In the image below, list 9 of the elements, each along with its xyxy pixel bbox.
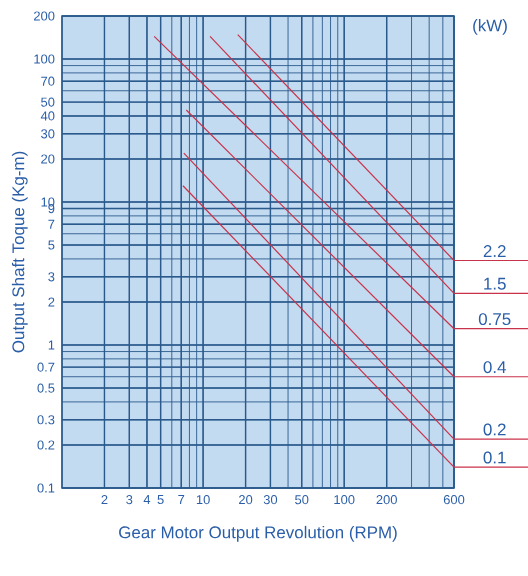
legend-label: 0.1 [483,451,506,464]
series-label: 2.2 [483,245,506,257]
series-label: 0.4 [483,361,506,374]
legend-label: 0.75 [478,313,511,326]
legend-label: 1.5 [484,277,506,290]
x-axis-title: Gear Motor Output Revolution (RPM) [119,525,397,542]
series-label: 0.2 [483,423,506,436]
legend-title: (kW) [473,19,507,35]
y-axis-title: Output Shaft Toque (Kg-m) [11,151,28,353]
